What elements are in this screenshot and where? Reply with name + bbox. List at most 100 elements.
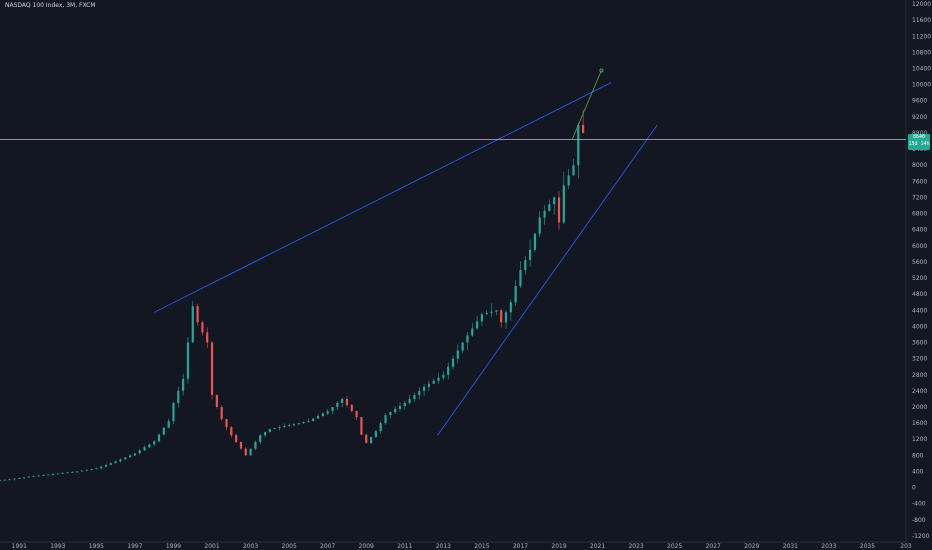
candle-body	[408, 398, 411, 403]
candle-body	[172, 402, 175, 422]
candle-body	[80, 470, 84, 472]
candle-body	[157, 434, 161, 442]
candle-body	[254, 441, 257, 449]
candle-body	[519, 269, 522, 287]
candle-body	[312, 418, 315, 422]
time-tick-label: 2033	[821, 543, 836, 550]
time-tick-label: 2029	[744, 543, 759, 550]
candle-body	[186, 342, 190, 379]
candle-body	[138, 450, 141, 454]
candle-body	[514, 286, 517, 303]
candle-body	[384, 415, 387, 424]
candle-body	[336, 402, 339, 408]
time-tick-label: 2005	[282, 543, 297, 550]
candle-body	[432, 380, 435, 384]
candle-body	[398, 405, 402, 410]
drawing-layer[interactable]	[0, 70, 906, 436]
candle-body	[471, 328, 474, 336]
candle-body	[524, 259, 527, 270]
candle-body	[389, 412, 392, 416]
candle-body	[582, 124, 585, 133]
candle-body	[95, 468, 98, 470]
candle-body	[326, 411, 329, 414]
candle-body	[365, 434, 368, 443]
projection-line[interactable]	[572, 70, 602, 139]
candle-body	[485, 312, 488, 315]
price-tick-label: 5600	[912, 259, 927, 266]
price-tick-label: 9600	[912, 98, 927, 105]
candlestick-series	[0, 109, 585, 482]
price-tick-label: 6400	[912, 227, 927, 234]
candle-body	[379, 423, 382, 432]
candle-body	[268, 429, 271, 433]
candle-body	[104, 464, 108, 467]
candle-body	[71, 471, 74, 473]
candle-body	[577, 124, 580, 166]
candle-body	[177, 390, 180, 403]
candle-body	[427, 383, 431, 387]
candle-body	[316, 416, 320, 419]
candle-body	[345, 398, 349, 405]
candle-body	[182, 378, 185, 391]
candle-body	[225, 419, 228, 428]
candle-body	[133, 453, 137, 456]
candle-body	[215, 394, 218, 408]
candle-body	[341, 398, 344, 403]
candle-body	[360, 417, 363, 435]
price-tick-label: 12000	[912, 1, 931, 8]
price-tick-label: -800	[912, 517, 926, 524]
candle-body	[442, 374, 445, 378]
time-tick-label: 2013	[436, 543, 451, 550]
price-tick-label: 10800	[912, 49, 931, 56]
upper-trendline[interactable]	[154, 82, 612, 313]
candle-body	[109, 463, 112, 465]
candle-body	[230, 427, 233, 436]
candle-body	[90, 469, 93, 470]
candle-body	[249, 448, 252, 456]
candle-body	[51, 473, 55, 475]
candle-body	[553, 197, 556, 205]
candle-body	[447, 366, 450, 375]
candle-body	[66, 472, 69, 474]
candle-body	[548, 204, 551, 211]
time-tick-label: 2009	[359, 543, 374, 550]
time-tick-label: 2007	[320, 543, 335, 550]
time-tick-label: 1993	[50, 543, 65, 550]
projection-endpoint-marker[interactable]	[599, 68, 604, 73]
candle-body	[504, 312, 508, 323]
time-tick-label: 203	[900, 543, 912, 550]
time-axis[interactable]: 1991 1993 1995 1997 1999 2001 2003 2005 2007 2009…	[12, 543, 912, 550]
candle-body	[475, 321, 479, 329]
time-tick-label: 1997	[127, 543, 142, 550]
bar-countdown: 15d 14h	[908, 141, 930, 147]
time-tick-label: 2011	[397, 543, 412, 550]
candle-body	[403, 402, 406, 406]
candle-body	[466, 335, 469, 343]
time-tick-label: 2015	[474, 543, 489, 550]
lower-trendline[interactable]	[437, 124, 658, 436]
candle-body	[369, 437, 373, 443]
time-tick-label: 2023	[628, 543, 643, 550]
price-tick-label: 9200	[912, 114, 927, 121]
candle-body	[355, 411, 358, 418]
candle-body	[13, 478, 16, 480]
candle-body	[18, 477, 21, 479]
candle-body	[557, 197, 561, 223]
candle-body	[273, 428, 276, 430]
price-axis[interactable]: -1200 -800 -400 0 400 800 1200 1600 2000 2400 2800…	[912, 1, 931, 540]
candle-body	[114, 461, 117, 464]
candle-body	[85, 469, 88, 471]
candle-body	[56, 473, 59, 475]
candle-body	[461, 342, 464, 351]
time-tick-label: 2025	[667, 543, 682, 550]
candle-body	[562, 185, 565, 223]
candle-body	[418, 390, 421, 395]
candle-body	[8, 479, 11, 480]
candle-body	[27, 476, 31, 478]
candle-body	[42, 475, 45, 476]
candle-body	[297, 423, 300, 425]
candle-body	[153, 441, 156, 445]
price-tick-label: 3200	[912, 356, 927, 363]
price-tick-label: 1200	[912, 436, 927, 443]
